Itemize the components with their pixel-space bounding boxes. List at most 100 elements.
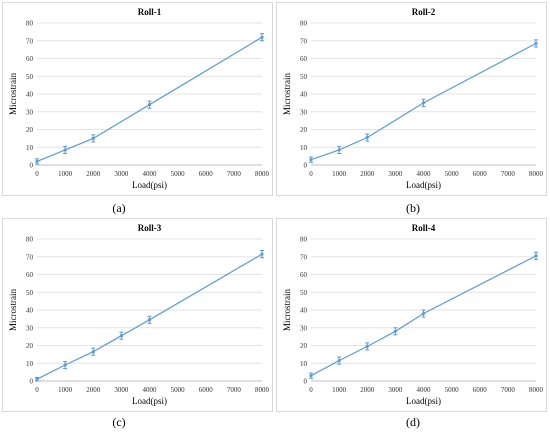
data-point bbox=[260, 252, 264, 256]
chart-panel-roll-3: 0 10 20 30 40 50 60 70 80 0 1000 2000 3000 4000 5000 60… bbox=[2, 218, 273, 412]
y-tick-label: 70 bbox=[26, 37, 34, 45]
caption-c: (c) bbox=[112, 415, 126, 429]
x-tick-label: 2000 bbox=[360, 170, 375, 178]
data-point bbox=[534, 41, 538, 46]
data-point bbox=[393, 329, 397, 333]
x-tick-label: 0 bbox=[309, 170, 313, 178]
y-tick-label: 0 bbox=[304, 378, 308, 386]
y-tick-label: 20 bbox=[300, 126, 308, 134]
y-tick-label: 0 bbox=[30, 162, 34, 170]
x-axis-label: Load(psi) bbox=[406, 396, 441, 406]
y-tick-label: 70 bbox=[300, 253, 308, 261]
y-tick-label: 50 bbox=[26, 289, 34, 297]
y-axis-label: Microstrain bbox=[8, 289, 18, 331]
y-tick-label: 40 bbox=[26, 307, 34, 315]
x-tick-label: 1000 bbox=[332, 386, 347, 394]
y-tick-label: 30 bbox=[300, 324, 308, 332]
x-tick-label: 4000 bbox=[143, 386, 158, 394]
y-tick-label: 60 bbox=[300, 55, 308, 63]
y-tick-label: 70 bbox=[26, 253, 34, 261]
data-point bbox=[534, 254, 538, 258]
chart-panel-roll-1: 0 10 20 30 40 50 60 70 80 0 1000 2000 3000 4000 5000 60… bbox=[2, 2, 273, 196]
x-tick-label: 8000 bbox=[529, 386, 544, 394]
x-tick-label: 2000 bbox=[360, 386, 375, 394]
x-tick-label: 0 bbox=[309, 386, 313, 394]
chart-panel-roll-4: 0 10 20 30 40 50 60 70 80 0 1000 2000 3000 4000 5000 60… bbox=[276, 218, 547, 412]
x-tick-label: 5000 bbox=[445, 170, 460, 178]
caption-b: (b) bbox=[406, 201, 420, 215]
x-tick-label: 3000 bbox=[388, 386, 403, 394]
y-tick-label: 80 bbox=[26, 236, 34, 244]
data-point bbox=[63, 363, 67, 367]
chart-title: Roll-4 bbox=[412, 223, 436, 233]
y-tick-label: 10 bbox=[26, 360, 34, 368]
series-line bbox=[36, 36, 263, 162]
data-point bbox=[91, 350, 95, 354]
x-tick-label: 3000 bbox=[114, 386, 129, 394]
x-tick-label: 8000 bbox=[255, 170, 270, 178]
data-point bbox=[63, 148, 67, 152]
y-axis-label: Microstrain bbox=[282, 73, 292, 115]
y-tick-label: 30 bbox=[26, 324, 34, 332]
x-tick-label: 4000 bbox=[417, 170, 432, 178]
caption-a: (a) bbox=[112, 201, 126, 215]
x-tick-label: 5000 bbox=[171, 386, 186, 394]
data-point bbox=[337, 148, 341, 152]
data-point bbox=[35, 159, 39, 164]
y-tick-label: 30 bbox=[300, 108, 308, 116]
y-tick-label: 10 bbox=[26, 144, 34, 152]
data-point bbox=[337, 358, 341, 363]
data-point bbox=[260, 35, 264, 39]
y-tick-label: 0 bbox=[30, 378, 34, 386]
data-point bbox=[309, 158, 313, 162]
x-tick-label: 7000 bbox=[227, 170, 242, 178]
y-tick-label: 80 bbox=[26, 20, 34, 28]
data-point bbox=[147, 103, 152, 107]
caption-d: (d) bbox=[406, 415, 420, 429]
data-point bbox=[421, 311, 426, 316]
roll-4-chart: 0 10 20 30 40 50 60 70 80 0 1000 2000 3000 4000 5000 60… bbox=[282, 223, 544, 406]
x-tick-label: 3000 bbox=[388, 170, 403, 178]
x-tick-label: 0 bbox=[35, 386, 39, 394]
y-tick-label: 20 bbox=[26, 126, 34, 134]
series-line bbox=[310, 255, 537, 377]
x-tick-label: 7000 bbox=[227, 386, 242, 394]
y-tick-label: 60 bbox=[26, 55, 34, 63]
y-tick-label: 40 bbox=[26, 91, 34, 99]
chart-title: Roll-1 bbox=[138, 7, 162, 17]
x-tick-label: 8000 bbox=[529, 170, 544, 178]
x-axis-label: Load(psi) bbox=[132, 396, 167, 406]
x-tick-label: 6000 bbox=[473, 170, 488, 178]
y-tick-label: 30 bbox=[26, 108, 34, 116]
y-tick-label: 50 bbox=[26, 73, 34, 81]
data-point bbox=[365, 344, 369, 348]
x-tick-label: 7000 bbox=[501, 170, 516, 178]
series-line bbox=[36, 253, 263, 380]
y-tick-label: 10 bbox=[300, 360, 308, 368]
y-tick-label: 10 bbox=[300, 144, 308, 152]
data-point bbox=[421, 101, 426, 105]
chart-title: Roll-3 bbox=[138, 223, 162, 233]
y-tick-label: 60 bbox=[26, 271, 34, 279]
x-tick-label: 6000 bbox=[199, 170, 214, 178]
roll-2-chart: 0 10 20 30 40 50 60 70 80 0 1000 2000 3000 4000 5000 60… bbox=[282, 7, 544, 190]
data-point bbox=[119, 334, 123, 338]
x-tick-label: 1000 bbox=[58, 170, 73, 178]
y-tick-label: 40 bbox=[300, 307, 308, 315]
y-tick-label: 0 bbox=[304, 162, 308, 170]
x-axis-label: Load(psi) bbox=[406, 180, 441, 190]
x-axis-label: Load(psi) bbox=[132, 180, 167, 190]
x-tick-label: 6000 bbox=[199, 386, 214, 394]
data-point bbox=[91, 136, 95, 140]
y-tick-label: 60 bbox=[300, 271, 308, 279]
x-tick-label: 1000 bbox=[58, 386, 73, 394]
x-tick-label: 6000 bbox=[473, 386, 488, 394]
x-tick-label: 4000 bbox=[143, 170, 158, 178]
chart-panel-roll-2: 0 10 20 30 40 50 60 70 80 0 1000 2000 3000 4000 5000 60… bbox=[276, 2, 547, 196]
x-tick-label: 5000 bbox=[171, 170, 186, 178]
y-axis-label: Microstrain bbox=[282, 289, 292, 331]
roll-3-chart: 0 10 20 30 40 50 60 70 80 0 1000 2000 3000 4000 5000 60… bbox=[8, 223, 270, 406]
x-tick-label: 5000 bbox=[445, 386, 460, 394]
roll-1-chart: 0 10 20 30 40 50 60 70 80 0 1000 2000 3000 4000 5000 60… bbox=[8, 7, 270, 190]
y-tick-label: 40 bbox=[300, 91, 308, 99]
